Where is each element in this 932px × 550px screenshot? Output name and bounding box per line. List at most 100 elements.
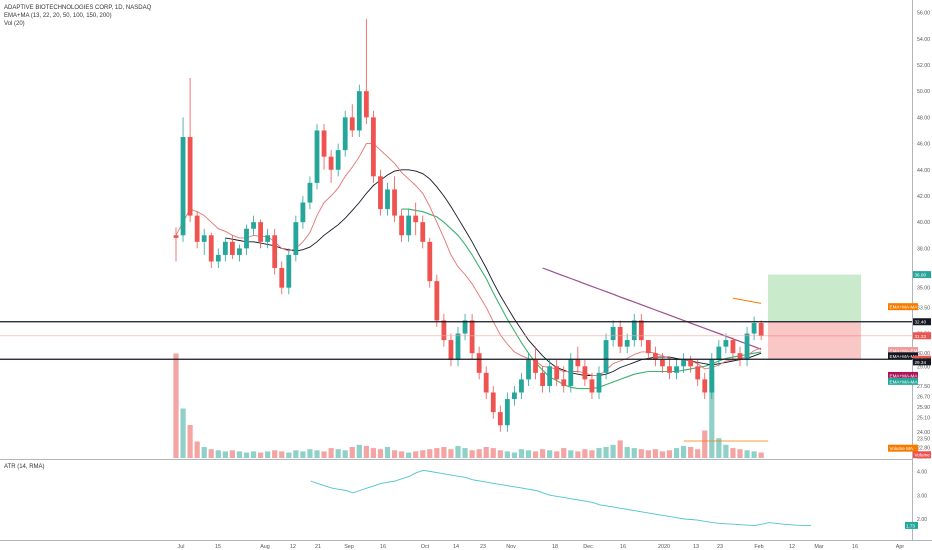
candle-body (504, 399, 510, 426)
price-marker (888, 444, 918, 452)
volume-bar (511, 452, 517, 458)
horizontal-levels[interactable] (0, 321, 912, 360)
price-marker (913, 271, 931, 279)
candle-body (631, 320, 637, 341)
price-tick-label: 48.00 (917, 115, 930, 121)
volume-bar (279, 451, 285, 458)
reward-zone (768, 274, 861, 322)
volume-bar (596, 448, 602, 458)
candle-body (737, 353, 743, 360)
candle-body (582, 366, 588, 380)
volume-bar (638, 449, 644, 458)
volume-bar (631, 448, 637, 458)
candle-body (589, 379, 595, 393)
volume-bar (406, 452, 412, 458)
volume-bar (681, 445, 687, 458)
candle-body (730, 340, 736, 354)
volume-bar (434, 448, 440, 458)
candle-body (674, 366, 679, 373)
price-marker-label: EMA+MA-MA 4 (890, 305, 922, 310)
volume-bar (258, 452, 264, 458)
candle-body (300, 202, 306, 223)
candle-body (427, 241, 433, 282)
volume-bar (455, 445, 461, 458)
time-tick-label: Jul (178, 544, 185, 550)
volume-bar (702, 430, 708, 458)
volume-bar (448, 449, 454, 458)
price-marker (888, 303, 918, 311)
candle-body (448, 340, 454, 360)
price-tick-label: 52.00 (917, 63, 930, 69)
candle-body (314, 130, 320, 183)
volume-bar (173, 353, 179, 458)
time-tick-label: 18 (552, 544, 558, 550)
candle-body (279, 268, 285, 288)
candle-body (237, 248, 242, 255)
candle-body (575, 359, 581, 367)
time-tick-label: 16 (852, 544, 858, 550)
volume-bar (236, 451, 243, 458)
volume-bar (413, 451, 419, 458)
price-marker-label: EMA+MA-MA 3 (890, 354, 922, 359)
candle-body (371, 117, 376, 177)
candle-body (469, 320, 475, 354)
price-tick-label: 23.50 (917, 436, 930, 442)
price-marker (888, 371, 918, 379)
candle-body (434, 281, 440, 321)
time-tick-label: Mar (814, 544, 823, 550)
atr-tick-label: 3.00 (917, 493, 927, 499)
atr-legend: ATR (14, RMA) (4, 464, 45, 470)
volume-bar (356, 444, 362, 458)
candle-body (610, 326, 616, 341)
ema13-line (175, 143, 762, 376)
volume-bar (476, 449, 482, 458)
atr-marker (905, 521, 918, 529)
price-tick-label: 25.90 (917, 405, 930, 411)
volume-bar (666, 450, 673, 458)
candle-body (215, 254, 221, 262)
volume-bar (300, 451, 306, 458)
price-tick-label: 54.00 (917, 37, 930, 43)
candle-body (349, 117, 355, 131)
volume-bar (286, 452, 292, 458)
candle-body (681, 359, 686, 367)
volume-bar (391, 450, 398, 458)
moving-averages (175, 143, 762, 390)
time-axis[interactable]: Jul 15 Aug 12 21 Sep 16 Oct 14 23 Nov 18 Dec 16 2020 13… (178, 544, 905, 550)
price-marker-label: 32.40 (915, 320, 927, 325)
volume-bar (187, 425, 193, 458)
price-tick-label: 42.00 (917, 194, 930, 200)
candle-body (356, 91, 362, 131)
volume-bar (321, 451, 327, 458)
price-marker (888, 352, 918, 360)
candle-body (603, 340, 609, 373)
volume-bar (709, 370, 715, 458)
price-tick-label: 30.00 (917, 351, 930, 357)
volume-bar (180, 408, 186, 458)
time-tick-label: 14 (453, 544, 459, 550)
risk-zone (768, 321, 861, 360)
time-tick-label: Nov (506, 544, 516, 550)
time-tick-label: Oct (421, 544, 430, 550)
volume-bar (561, 448, 567, 458)
volume-bar (540, 449, 546, 458)
volume-bar (265, 451, 271, 458)
price-tick-label: 56.00 (917, 11, 930, 17)
candle-body (441, 320, 447, 341)
volume-bar (469, 450, 475, 458)
volume-bar (582, 449, 588, 458)
volume-bar (222, 451, 228, 458)
price-tick-label: 33.50 (917, 305, 930, 311)
candle-body (716, 346, 722, 360)
risk-reward-zones (768, 274, 861, 360)
volume-bar (723, 444, 729, 458)
volume-bar (624, 447, 630, 458)
candle-body (568, 359, 574, 386)
candle-body (526, 359, 531, 380)
ma100-line (542, 267, 762, 350)
volume-bar (645, 450, 651, 458)
volume-bar (610, 444, 616, 458)
price-axis[interactable]: 56.00 54.00 52.00 50.00 48.00 46.00 44.00 42.00… (888, 11, 931, 529)
time-tick-label: 12 (290, 544, 296, 550)
